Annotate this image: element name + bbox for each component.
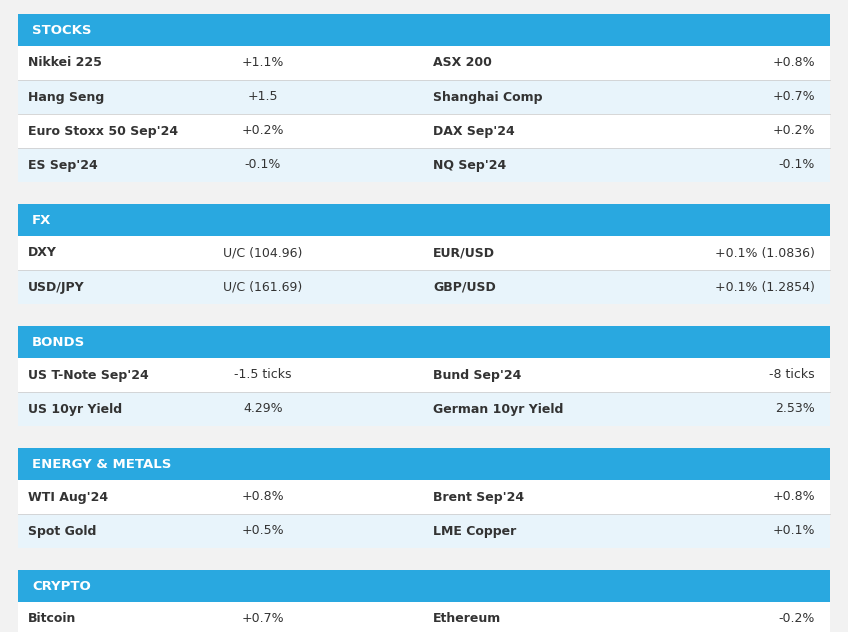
Bar (18, 148, 830, 182)
Bar (18, 236, 830, 270)
Text: +0.7%: +0.7% (242, 612, 284, 626)
Text: Nikkei 225: Nikkei 225 (28, 56, 102, 70)
Bar (18, 602, 830, 632)
Text: +0.1% (1.2854): +0.1% (1.2854) (715, 281, 815, 293)
Text: US T-Note Sep'24: US T-Note Sep'24 (28, 368, 148, 382)
Bar (18, 570, 830, 602)
Text: Hang Seng: Hang Seng (28, 90, 104, 104)
Text: WTI Aug'24: WTI Aug'24 (28, 490, 109, 504)
Text: +0.8%: +0.8% (773, 56, 815, 70)
Text: STOCKS: STOCKS (32, 23, 92, 37)
Text: BONDS: BONDS (32, 336, 86, 348)
Text: U/C (161.69): U/C (161.69) (223, 281, 303, 293)
Bar (18, 480, 830, 514)
Text: +0.8%: +0.8% (773, 490, 815, 504)
Text: U/C (104.96): U/C (104.96) (223, 246, 303, 260)
Text: Shanghai Comp: Shanghai Comp (433, 90, 543, 104)
Bar (18, 80, 830, 114)
Bar (18, 204, 830, 236)
Text: ASX 200: ASX 200 (433, 56, 492, 70)
Text: DXY: DXY (28, 246, 57, 260)
Bar (18, 270, 830, 304)
Bar (18, 358, 830, 392)
Text: FX: FX (32, 214, 52, 226)
Text: +0.1%: +0.1% (773, 525, 815, 537)
Bar (18, 514, 830, 548)
Text: Bund Sep'24: Bund Sep'24 (433, 368, 522, 382)
Text: Bitcoin: Bitcoin (28, 612, 76, 626)
Text: +0.7%: +0.7% (773, 90, 815, 104)
Text: +1.5: +1.5 (248, 90, 278, 104)
Text: 4.29%: 4.29% (243, 403, 283, 415)
Text: +0.1% (1.0836): +0.1% (1.0836) (715, 246, 815, 260)
Text: German 10yr Yield: German 10yr Yield (433, 403, 563, 415)
Text: ES Sep'24: ES Sep'24 (28, 159, 98, 171)
Text: Euro Stoxx 50 Sep'24: Euro Stoxx 50 Sep'24 (28, 125, 178, 138)
Text: 2.53%: 2.53% (775, 403, 815, 415)
Text: +0.2%: +0.2% (773, 125, 815, 138)
Text: GBP/USD: GBP/USD (433, 281, 496, 293)
Text: -8 ticks: -8 ticks (769, 368, 815, 382)
Text: -0.1%: -0.1% (245, 159, 282, 171)
Text: -1.5 ticks: -1.5 ticks (234, 368, 292, 382)
Text: -0.2%: -0.2% (778, 612, 815, 626)
Bar (18, 14, 830, 46)
Text: -0.1%: -0.1% (778, 159, 815, 171)
Text: US 10yr Yield: US 10yr Yield (28, 403, 122, 415)
Bar (18, 392, 830, 426)
Text: +0.2%: +0.2% (242, 125, 284, 138)
Text: Spot Gold: Spot Gold (28, 525, 97, 537)
Bar (18, 448, 830, 480)
Text: +0.5%: +0.5% (242, 525, 284, 537)
Text: Ethereum: Ethereum (433, 612, 501, 626)
Text: LME Copper: LME Copper (433, 525, 516, 537)
Text: +1.1%: +1.1% (242, 56, 284, 70)
Text: Brent Sep'24: Brent Sep'24 (433, 490, 524, 504)
Bar (18, 326, 830, 358)
Text: DAX Sep'24: DAX Sep'24 (433, 125, 515, 138)
Text: EUR/USD: EUR/USD (433, 246, 495, 260)
Text: USD/JPY: USD/JPY (28, 281, 85, 293)
Bar (18, 46, 830, 80)
Text: NQ Sep'24: NQ Sep'24 (433, 159, 506, 171)
Text: CRYPTO: CRYPTO (32, 580, 91, 593)
Bar (18, 114, 830, 148)
Text: ENERGY & METALS: ENERGY & METALS (32, 458, 171, 470)
Text: +0.8%: +0.8% (242, 490, 284, 504)
